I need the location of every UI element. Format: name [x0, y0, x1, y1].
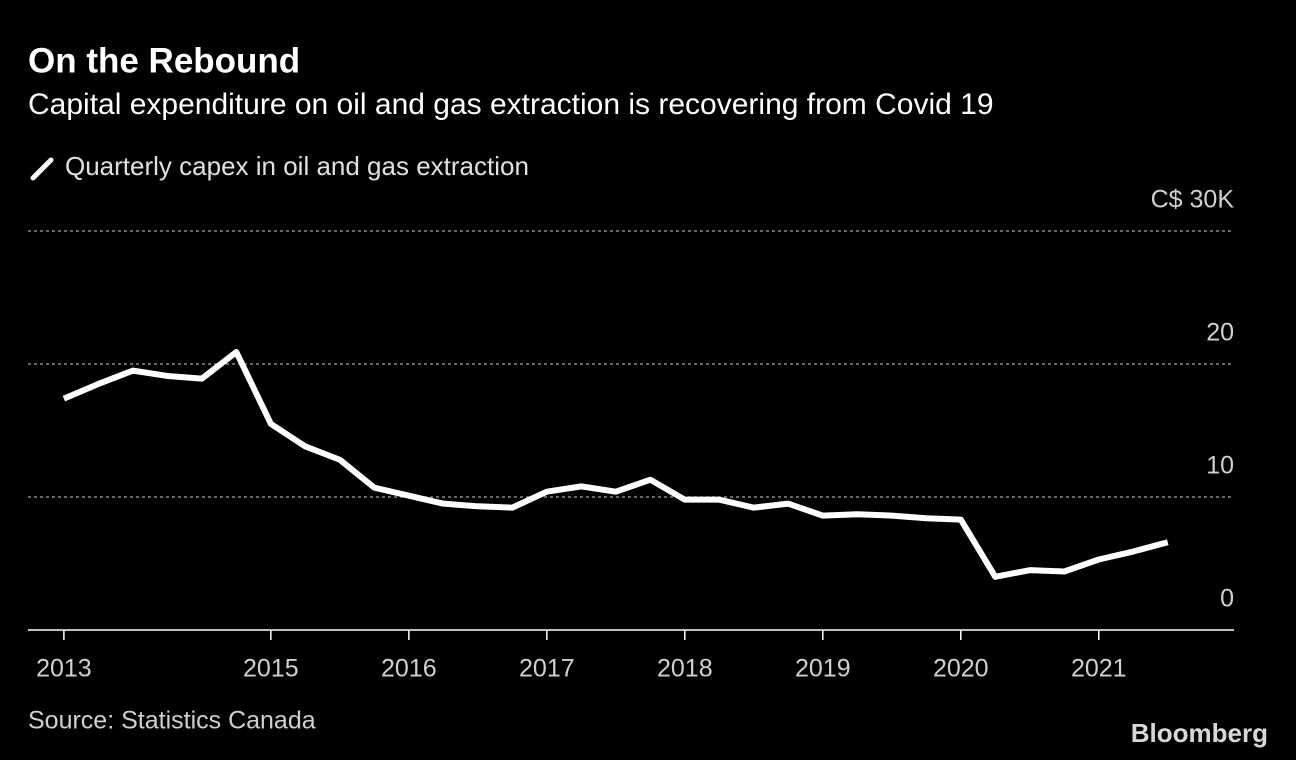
x-tick-label: 2019 [795, 655, 851, 683]
x-tick-label: 2013 [36, 655, 92, 683]
y-tick-label: 0 [1220, 585, 1234, 613]
source: Source: Statistics Canada [28, 707, 316, 735]
y-tick-label: 10 [1206, 452, 1234, 480]
x-tick-label: 2018 [657, 655, 713, 683]
legend-label: Quarterly capex in oil and gas extractio… [65, 151, 529, 181]
x-tick-label: 2016 [381, 655, 437, 683]
x-tick-label: 2015 [243, 655, 299, 683]
x-tick-label: 2017 [519, 655, 575, 683]
legend-swatch [30, 157, 54, 181]
x-tick-label: 2021 [1071, 655, 1127, 683]
y-tick-label: C$ 30K [1151, 186, 1235, 214]
chart-title: On the Rebound [28, 41, 300, 80]
y-tick-label: 20 [1206, 319, 1234, 347]
x-tick-label: 2020 [933, 655, 989, 683]
chart-subtitle: Capital expenditure on oil and gas extra… [28, 88, 994, 121]
line [62, 349, 1169, 580]
logo: Bloomberg [1131, 718, 1268, 748]
